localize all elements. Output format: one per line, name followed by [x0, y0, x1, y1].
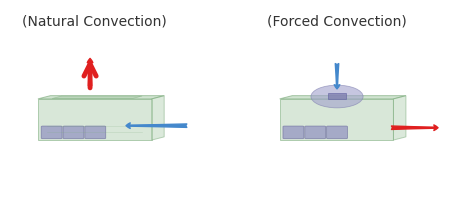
FancyBboxPatch shape — [63, 126, 84, 139]
Text: (Natural Convection): (Natural Convection) — [22, 14, 167, 28]
FancyBboxPatch shape — [85, 126, 106, 139]
Polygon shape — [280, 96, 406, 99]
Polygon shape — [393, 96, 406, 140]
FancyBboxPatch shape — [283, 126, 304, 139]
FancyBboxPatch shape — [328, 94, 346, 99]
FancyBboxPatch shape — [305, 126, 326, 139]
FancyBboxPatch shape — [41, 126, 62, 139]
Text: (Forced Convection): (Forced Convection) — [267, 14, 406, 28]
Polygon shape — [38, 96, 164, 99]
Polygon shape — [280, 99, 393, 140]
FancyBboxPatch shape — [327, 126, 347, 139]
Circle shape — [311, 85, 363, 108]
Polygon shape — [152, 96, 164, 140]
Polygon shape — [38, 99, 152, 140]
Polygon shape — [52, 96, 142, 98]
